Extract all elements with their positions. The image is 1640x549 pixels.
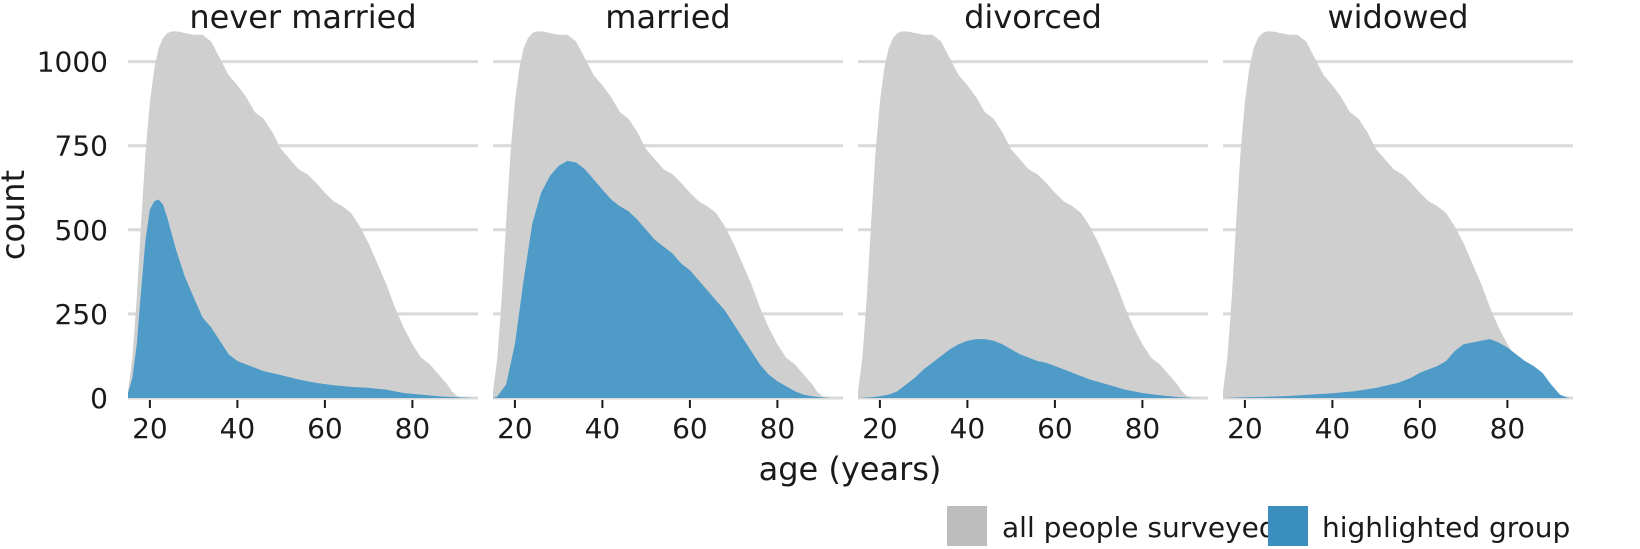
facet-panel: divorced 20 40 60 80 <box>858 0 1208 445</box>
legend-swatch-all-people <box>947 506 987 546</box>
highlighted-group-area <box>493 160 839 398</box>
x-tick-label: 80 <box>1490 412 1526 445</box>
facet-title: divorced <box>964 0 1102 36</box>
facet-title: widowed <box>1327 0 1468 36</box>
all-people-area <box>1223 31 1569 399</box>
y-tick-label: 750 <box>55 130 108 163</box>
x-tick-label: 60 <box>1402 412 1438 445</box>
x-tick-label: 20 <box>497 412 533 445</box>
y-tick-label: 500 <box>55 214 108 247</box>
facet-panel: widowed 20 40 60 80 <box>1223 0 1573 445</box>
highlighted-group-area <box>858 339 1204 398</box>
legend-label-highlighted-group: highlighted group <box>1322 511 1570 544</box>
facet-title: never married <box>189 0 416 36</box>
facet-title: married <box>605 0 730 36</box>
highlighted-group-area <box>1223 339 1569 398</box>
x-tick-label: 60 <box>1037 412 1073 445</box>
x-tick-label: 20 <box>1227 412 1263 445</box>
legend-label-all-people: all people surveyed <box>1002 511 1277 544</box>
all-people-area <box>858 31 1204 399</box>
x-tick-label: 20 <box>862 412 898 445</box>
x-tick-label: 80 <box>395 412 431 445</box>
x-tick-label: 60 <box>672 412 708 445</box>
x-tick-label: 60 <box>307 412 343 445</box>
facet-panel: married 20 40 60 80 <box>493 0 843 445</box>
x-tick-label: 80 <box>1125 412 1161 445</box>
x-axis-title: age (years) <box>759 450 942 488</box>
x-tick-label: 40 <box>950 412 986 445</box>
legend: all people surveyed highlighted group <box>947 506 1570 546</box>
legend-swatch-highlighted-group <box>1268 506 1308 546</box>
all-people-area <box>128 31 474 399</box>
x-tick-label: 40 <box>585 412 621 445</box>
x-tick-label: 40 <box>220 412 256 445</box>
facet-panel: never married 20 40 60 80 <box>128 0 478 445</box>
x-tick-label: 80 <box>760 412 796 445</box>
y-axis-title: count <box>0 170 32 260</box>
highlighted-group-area <box>128 199 474 398</box>
y-tick-label: 250 <box>55 298 108 331</box>
y-tick-label: 1000 <box>37 46 108 79</box>
x-tick-label: 20 <box>132 412 168 445</box>
y-tick-label: 0 <box>90 382 108 415</box>
x-tick-label: 40 <box>1315 412 1351 445</box>
